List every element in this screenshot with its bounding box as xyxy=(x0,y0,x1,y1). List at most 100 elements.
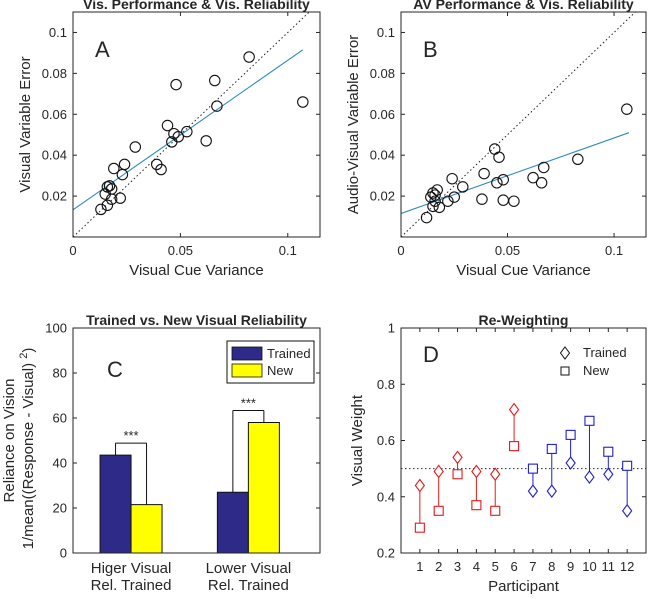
new-marker xyxy=(622,460,633,471)
data-point xyxy=(478,167,490,180)
y-tick-label: 0.08 xyxy=(42,66,67,81)
regression-line xyxy=(401,132,630,214)
data-point xyxy=(572,153,584,166)
plot-frame xyxy=(400,11,647,238)
new-marker xyxy=(603,446,614,457)
data-point xyxy=(181,125,193,138)
bar xyxy=(99,454,132,554)
legend-label: Trained xyxy=(267,346,311,361)
data-point xyxy=(95,203,107,216)
y-tick-label: 40 xyxy=(53,456,67,471)
new-marker xyxy=(490,505,501,516)
x-tick-label: 4 xyxy=(473,559,480,574)
y-tick-label: 0.04 xyxy=(370,148,395,163)
data-point xyxy=(527,171,539,184)
legend-label: New xyxy=(583,363,610,378)
y-tick-label: 80 xyxy=(53,366,67,381)
new-marker xyxy=(452,469,463,480)
y-tick-label: 0.2 xyxy=(377,546,395,561)
y-axis-label: Visual Weight xyxy=(349,394,366,486)
panel-letter: C xyxy=(107,357,123,382)
x-tick-label: 0.05 xyxy=(495,243,520,258)
y-axis-label-formula: 1/mean((Response - Visual) 2) xyxy=(18,348,37,550)
x-axis-label: Participant xyxy=(488,578,560,595)
data-point xyxy=(116,168,129,181)
x-axis-label: Visual Cue Variance xyxy=(456,262,591,279)
panel-letter: D xyxy=(423,342,439,367)
x-tick-label: 5 xyxy=(492,559,499,574)
data-point xyxy=(448,191,461,203)
x-tick-label: 12 xyxy=(620,559,634,574)
trained-marker xyxy=(546,484,557,499)
data-point xyxy=(497,194,510,206)
legend-square xyxy=(560,366,570,376)
data-point xyxy=(170,78,182,91)
category-label: Higer Visual xyxy=(91,560,172,577)
y-axis-label-formula-main: 1/mean((Response - Visual) xyxy=(20,359,37,550)
chart-panel-D: 0.20.40.60.811 2 3 4 5 6 7 8 9 10 11 12TrainedNewRe… xyxy=(349,312,647,595)
data-point xyxy=(99,188,111,200)
trained-marker xyxy=(452,450,463,465)
y-tick-label: 0.8 xyxy=(377,377,395,392)
x-tick-label: 2 xyxy=(435,559,442,574)
y-tick-label: 0.1 xyxy=(49,25,67,40)
data-point xyxy=(200,135,212,147)
chart-title: AV Performance & Vis. Reliability xyxy=(413,0,634,12)
y-axis-label-formula-sup: 2 xyxy=(18,353,30,359)
new-marker xyxy=(471,500,482,511)
data-point xyxy=(488,143,501,155)
plot-frame xyxy=(72,327,321,554)
legend-swatch xyxy=(231,346,263,361)
y-axis-label: Visual Variable Error xyxy=(17,56,34,192)
new-marker xyxy=(527,463,538,474)
y-tick-label: 0.08 xyxy=(370,66,395,81)
data-point xyxy=(105,183,118,195)
y-tick-label: 0.4 xyxy=(377,489,395,504)
data-point xyxy=(446,172,458,185)
data-point xyxy=(101,199,114,212)
chart-title: Re-Weighting xyxy=(479,312,569,328)
bar xyxy=(247,422,280,554)
plot-frame xyxy=(72,11,321,238)
category-label: Rel. Trained xyxy=(208,577,289,594)
new-marker xyxy=(414,522,425,533)
data-point xyxy=(172,131,184,143)
plot-area xyxy=(73,12,310,237)
y-axis-label: Audio-Visual Variable Error xyxy=(345,35,362,215)
trained-marker xyxy=(433,464,444,479)
trained-marker xyxy=(471,464,482,479)
legend-label: Trained xyxy=(583,345,627,360)
legend-swatch xyxy=(231,363,263,378)
data-point xyxy=(621,103,633,115)
legend: Trained New xyxy=(226,340,315,384)
y-tick-label: 0.06 xyxy=(42,107,67,122)
data-point xyxy=(243,51,255,63)
y-tick-label: 100 xyxy=(45,321,67,336)
data-point xyxy=(427,200,439,213)
x-tick-label: 0.1 xyxy=(279,243,297,258)
significance-label: *** xyxy=(241,396,256,411)
bar xyxy=(130,504,163,554)
x-tick-label: 11 xyxy=(602,559,616,574)
x-axis-label: Visual Cue Variance xyxy=(129,262,264,279)
significance-label: *** xyxy=(123,428,138,443)
y-tick-label: 0 xyxy=(60,546,67,561)
x-tick-label: 3 xyxy=(454,559,461,574)
data-point xyxy=(431,184,443,196)
data-point xyxy=(103,180,116,192)
data-point xyxy=(508,195,520,207)
y-tick-label: 20 xyxy=(53,501,67,516)
trained-marker xyxy=(490,467,501,482)
plot-area xyxy=(401,12,636,237)
trained-marker xyxy=(584,470,595,484)
chart-panel-C: *** *** 0 20 40 60 80 100 Higer Visual Rel. Train… xyxy=(1,312,321,594)
data-point xyxy=(429,195,441,207)
chart-title: Trained vs. New Visual Reliability xyxy=(86,312,307,328)
y-tick-label: 0.1 xyxy=(377,25,395,40)
panel-letter: A xyxy=(95,37,110,62)
y-tick-label: 60 xyxy=(53,411,67,426)
data-point xyxy=(497,173,510,186)
new-marker xyxy=(565,429,576,440)
data-point xyxy=(433,201,446,214)
bar xyxy=(216,491,249,554)
